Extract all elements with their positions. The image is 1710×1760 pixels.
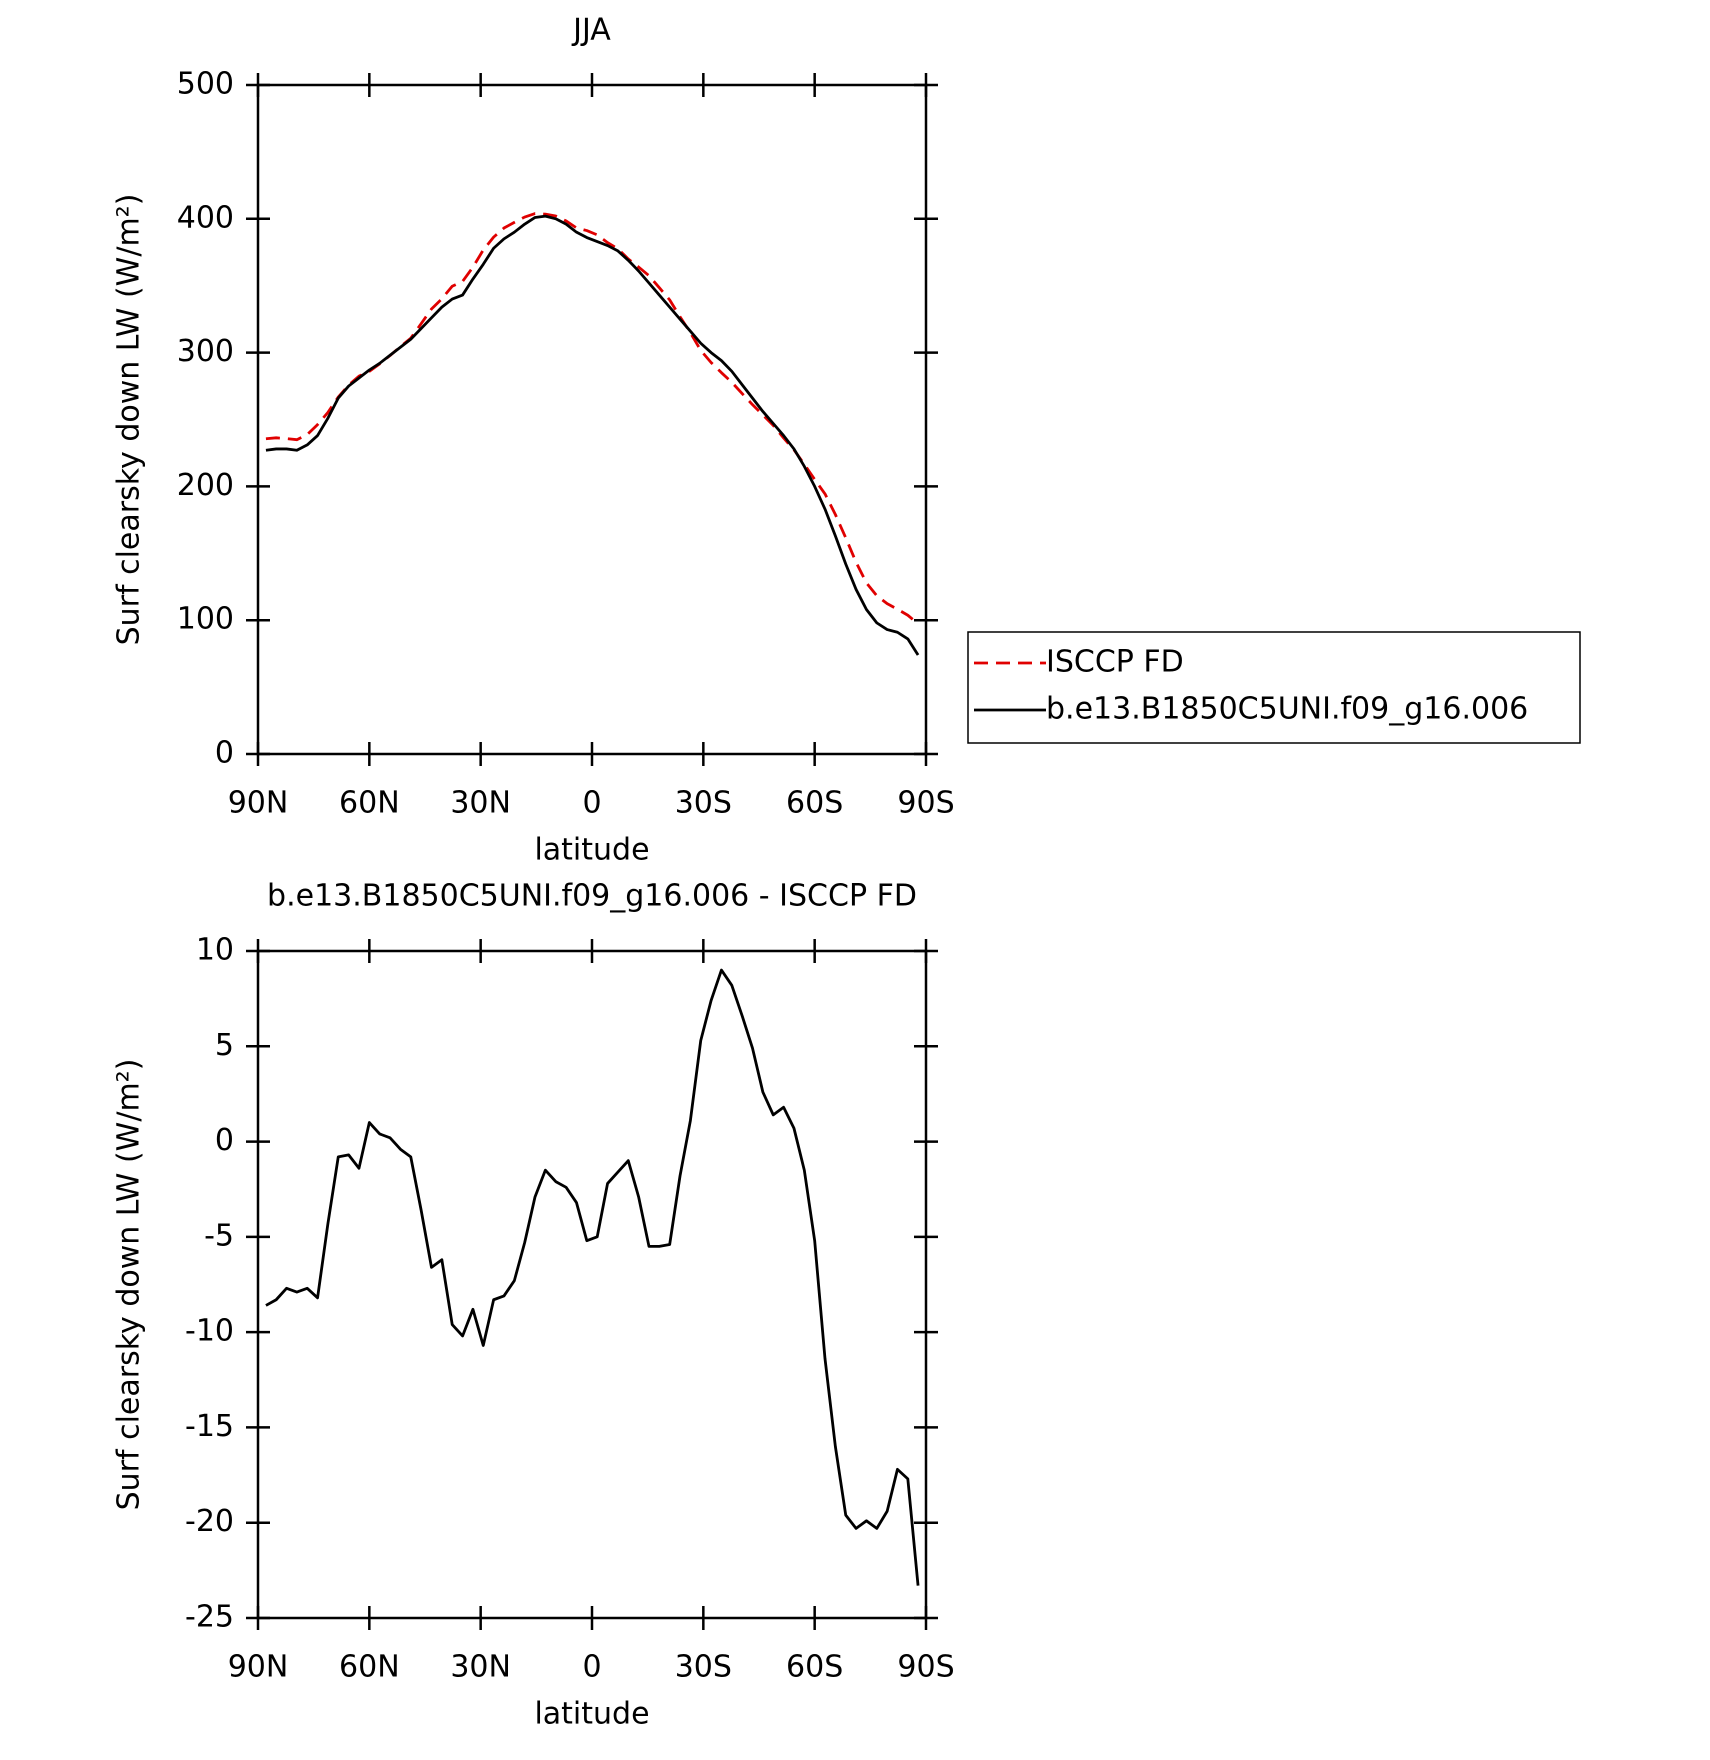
y-tick-label: 200 [177, 468, 234, 503]
y-tick-label: -10 [185, 1314, 234, 1349]
y-axis-label: Surf clearsky down LW (W/m²) [112, 194, 147, 646]
plot-frame [256, 949, 928, 1620]
data-line [265, 214, 920, 656]
legend-box [967, 631, 1581, 744]
y-tick-label: -5 [204, 1218, 234, 1253]
x-tick-label: 90S [897, 1650, 954, 1685]
y-tick-label: 500 [177, 67, 234, 102]
x-tick-label: 30S [675, 786, 732, 821]
y-tick-label: 100 [177, 602, 234, 637]
x-axis-label: latitude [534, 833, 649, 868]
x-tick-label: 30S [675, 1650, 732, 1685]
y-tick-label: -20 [185, 1504, 234, 1539]
x-tick-label: 60S [786, 1650, 843, 1685]
y-tick-label: 5 [215, 1028, 234, 1063]
x-tick-label: 60N [339, 786, 400, 821]
x-tick-label: 30N [450, 786, 511, 821]
x-tick-label: 30N [450, 1650, 511, 1685]
x-tick-label: 90S [897, 786, 954, 821]
y-tick-label: 0 [215, 736, 234, 771]
x-axis-label: latitude [534, 1697, 649, 1732]
legend-label: ISCCP FD [1046, 645, 1184, 680]
plot-frame [256, 83, 928, 756]
data-line [265, 212, 919, 625]
x-tick-label: 90N [228, 1650, 289, 1685]
y-tick-label: 0 [215, 1123, 234, 1158]
y-tick-label: 300 [177, 334, 234, 369]
x-tick-label: 60S [786, 786, 843, 821]
x-tick-label: 0 [582, 786, 601, 821]
x-tick-label: 60N [339, 1650, 400, 1685]
y-tick-label: 10 [196, 933, 234, 968]
chart-title: JJA [571, 13, 611, 48]
y-tick-label: -25 [185, 1600, 234, 1635]
legend-label: b.e13.B1850C5UNI.f09_g16.006 [1046, 692, 1528, 727]
y-axis-label: Surf clearsky down LW (W/m²) [112, 1059, 147, 1511]
x-tick-label: 0 [582, 1650, 601, 1685]
y-tick-label: 400 [177, 200, 234, 235]
data-line [265, 968, 920, 1586]
chart-title: b.e13.B1850C5UNI.f09_g16.006 - ISCCP FD [267, 879, 917, 914]
y-tick-label: -15 [185, 1409, 234, 1444]
x-tick-label: 90N [228, 786, 289, 821]
